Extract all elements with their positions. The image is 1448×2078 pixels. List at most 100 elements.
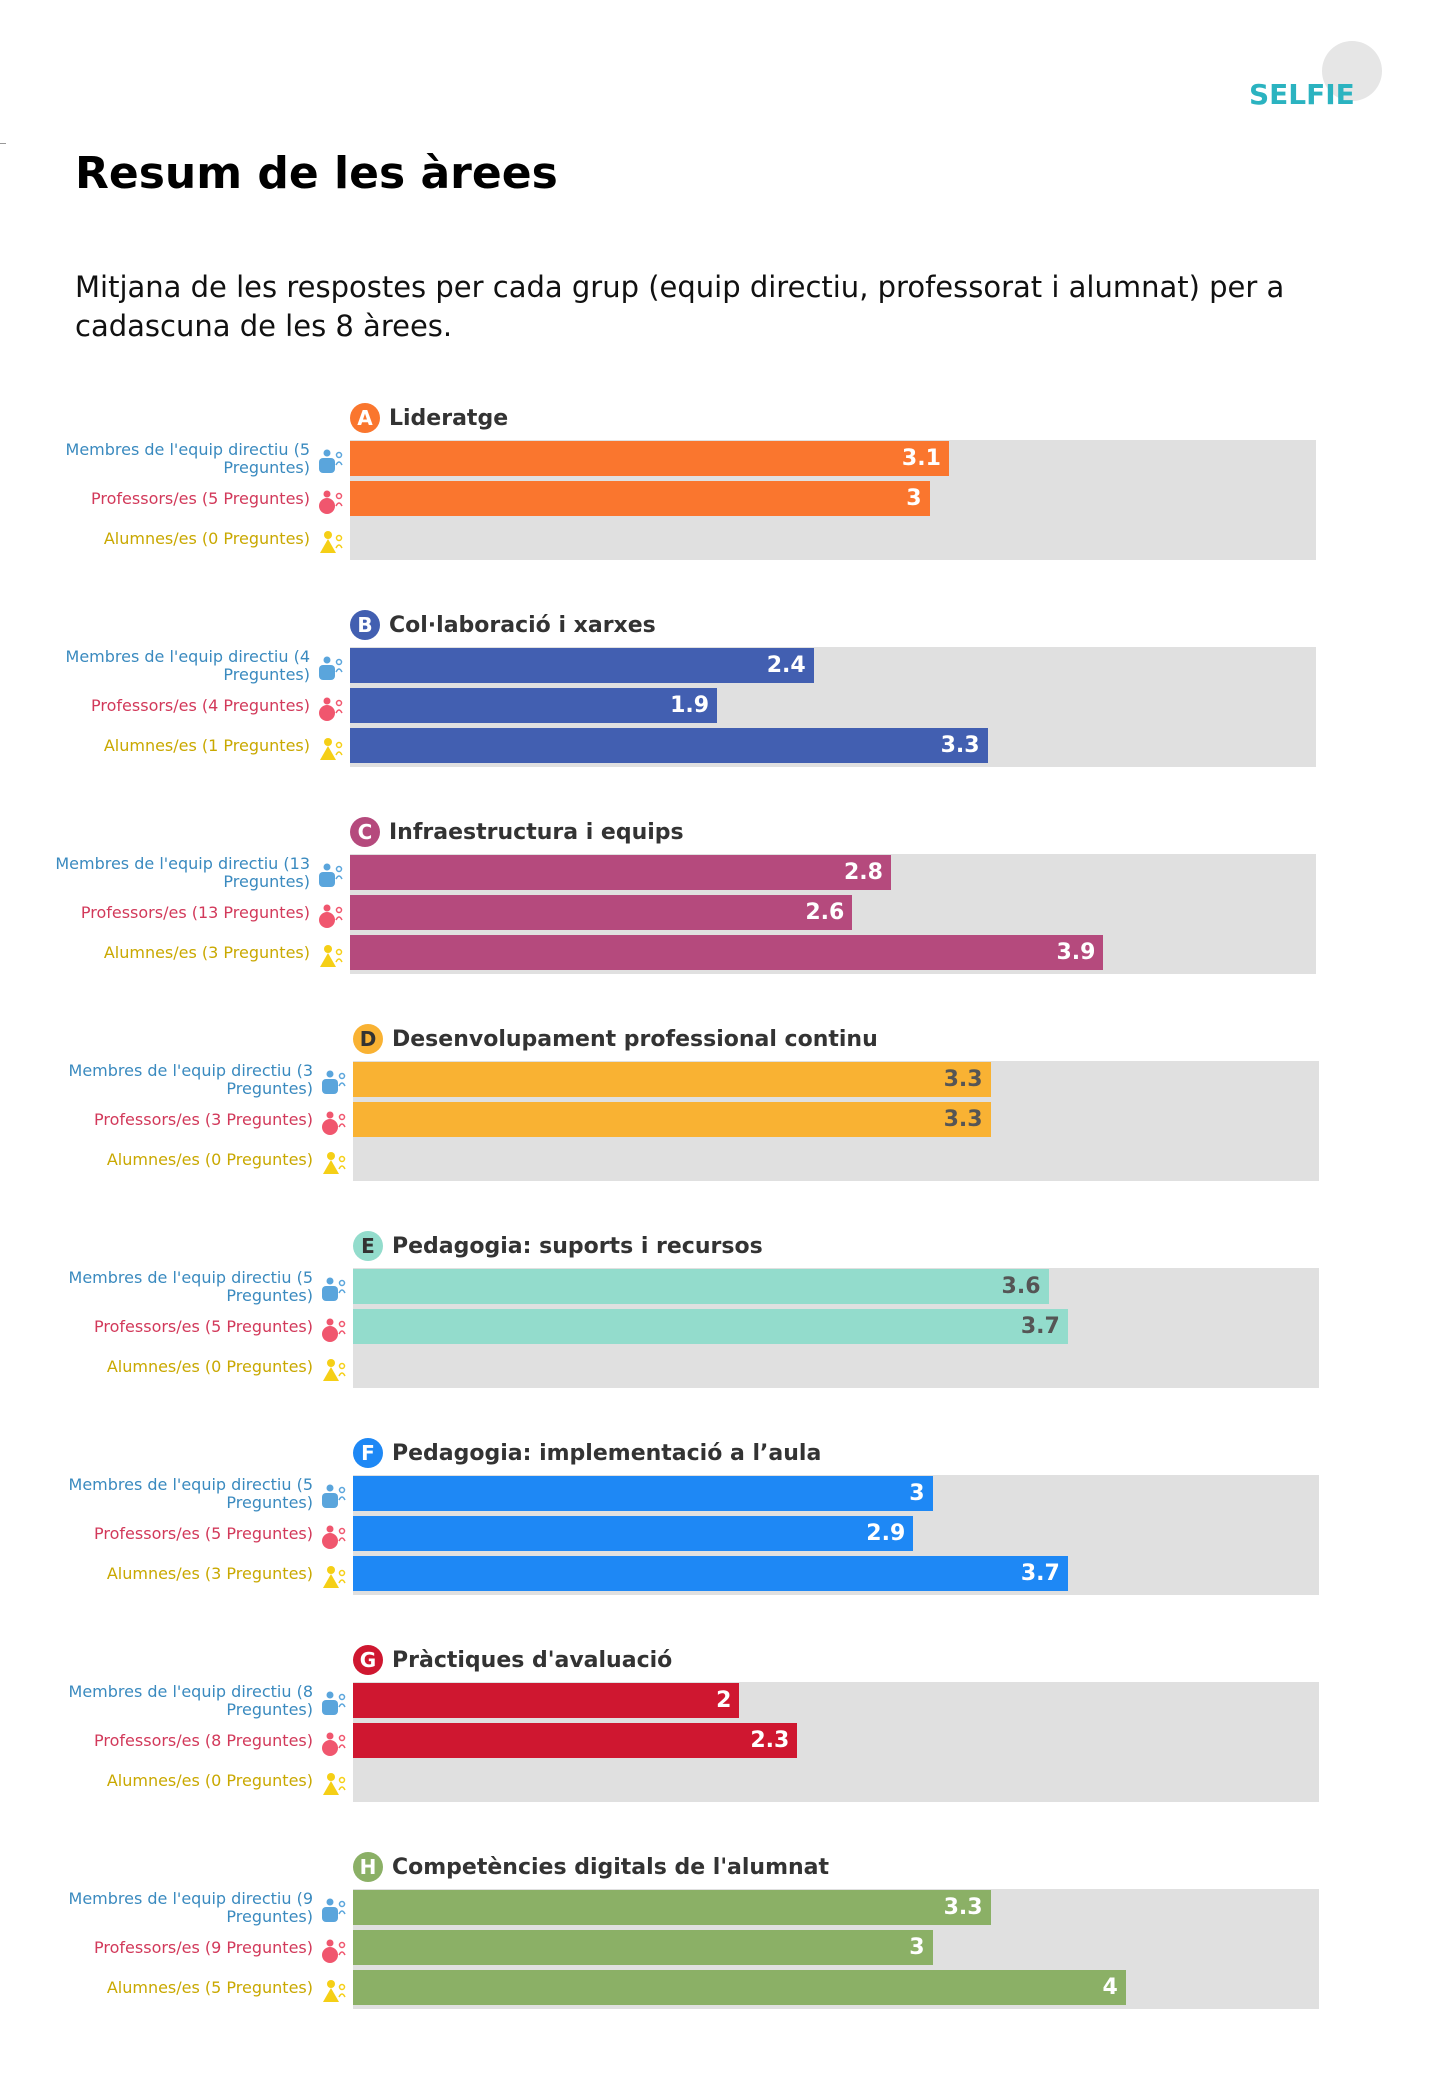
teachers-icon (316, 693, 346, 723)
area-section-c: C Infraestructura i equips Membres de l'eq… (0, 804, 1448, 1011)
group-label: Membres de l'equip directiu (4 Preguntes… (65, 647, 310, 684)
bar-value-label: 2.3 (750, 1728, 790, 1753)
area-title: Competències digitals de l'alumnat (392, 1854, 830, 1880)
page-subtitle: Mitjana de les respostes per cada grup (… (75, 270, 1285, 343)
area-section-h: H Competències digitals de l'alumnat Membr… (0, 1839, 1448, 2046)
bar-value-label: 2 (716, 1688, 732, 1713)
bar-b-alumnat: 3.3 (350, 728, 988, 763)
area-header: A Lideratge (350, 402, 508, 434)
bar-c-directiu: 2.8 (350, 855, 891, 890)
area-header: E Pedagogia: suports i recursos (353, 1230, 763, 1262)
bar-f-alumnat: 3.7 (353, 1556, 1068, 1591)
bar-value-label: 2.6 (805, 900, 845, 925)
area-title: Pedagogia: suports i recursos (392, 1233, 763, 1259)
bar-value-label: 3.3 (943, 1107, 983, 1132)
bar-e-professorat: 3.7 (353, 1309, 1068, 1344)
bar-value-label: 3.3 (943, 1067, 983, 1092)
area-section-e: E Pedagogia: suports i recursos Membres de… (0, 1218, 1448, 1425)
area-header: H Competències digitals de l'alumnat (353, 1851, 829, 1883)
teachers-icon (319, 1728, 349, 1758)
area-title: Col·laboració i xarxes (389, 612, 656, 638)
logo-circle (1322, 41, 1382, 101)
group-label: Membres de l'equip directiu (5 Preguntes… (68, 1268, 313, 1305)
page-title: Resum de les àrees (75, 148, 558, 199)
area-letter-badge: B (350, 610, 380, 640)
area-header: G Pràctiques d'avaluació (353, 1644, 672, 1676)
bar-f-professorat: 2.9 (353, 1516, 914, 1551)
area-title: Pedagogia: implementació a l’aula (392, 1440, 822, 1466)
area-title: Lideratge (389, 405, 509, 431)
page-edge-mark (0, 143, 6, 144)
bar-d-directiu: 3.3 (353, 1062, 991, 1097)
bar-value-label: 1.9 (670, 693, 710, 718)
teachers-icon (319, 1521, 349, 1551)
bar-b-professorat: 1.9 (350, 688, 718, 723)
school-leaders-icon (316, 860, 346, 890)
area-title: Pràctiques d'avaluació (392, 1647, 673, 1673)
area-header: D Desenvolupament professional continu (353, 1023, 878, 1055)
students-icon (319, 1768, 349, 1798)
area-section-a: A Lideratge Membres de l'equip directiu (5… (0, 390, 1448, 597)
bar-value-label: 2.4 (766, 653, 806, 678)
group-label: Membres de l'equip directiu (3 Preguntes… (68, 1061, 313, 1098)
bar-a-professorat: 3 (350, 481, 930, 516)
logo-text: SELFIE (1249, 78, 1355, 111)
group-label: Membres de l'equip directiu (5 Preguntes… (65, 440, 310, 477)
group-label: Professors/es (9 Preguntes) (94, 1938, 313, 1957)
group-label: Professors/es (13 Preguntes) (80, 903, 310, 922)
bar-h-directiu: 3.3 (353, 1890, 991, 1925)
teachers-icon (319, 1935, 349, 1965)
group-label: Alumnes/es (5 Preguntes) (106, 1978, 313, 1997)
bar-b-directiu: 2.4 (350, 648, 814, 683)
group-label: Professors/es (8 Preguntes) (94, 1731, 313, 1750)
group-label: Alumnes/es (0 Preguntes) (106, 1357, 313, 1376)
bar-c-alumnat: 3.9 (350, 935, 1104, 970)
group-label: Alumnes/es (0 Preguntes) (103, 529, 310, 548)
bar-value-label: 3 (906, 486, 922, 511)
bar-d-professorat: 3.3 (353, 1102, 991, 1137)
bar-value-label: 3.3 (943, 1895, 983, 1920)
bar-c-professorat: 2.6 (350, 895, 853, 930)
bar-g-directiu: 2 (353, 1683, 740, 1718)
students-icon (319, 1975, 349, 2005)
school-leaders-icon (316, 446, 346, 476)
group-label: Alumnes/es (3 Preguntes) (103, 943, 310, 962)
teachers-icon (316, 900, 346, 930)
bar-value-label: 3.9 (1056, 940, 1096, 965)
group-label: Alumnes/es (3 Preguntes) (106, 1564, 313, 1583)
group-label: Membres de l'equip directiu (13 Pregunte… (55, 854, 310, 891)
bar-h-alumnat: 4 (353, 1970, 1126, 2005)
group-label: Alumnes/es (1 Preguntes) (103, 736, 310, 755)
area-section-b: B Col·laboració i xarxes Membres de l'equi… (0, 597, 1448, 804)
bar-value-label: 3.1 (901, 446, 941, 471)
group-label: Professors/es (5 Preguntes) (94, 1317, 313, 1336)
students-icon (319, 1561, 349, 1591)
bar-f-directiu: 3 (353, 1476, 933, 1511)
school-leaders-icon (316, 653, 346, 683)
areas-summary-chart: A Lideratge Membres de l'equip directiu (5… (0, 390, 1448, 2046)
group-label: Professors/es (5 Preguntes) (94, 1524, 313, 1543)
bar-e-directiu: 3.6 (353, 1269, 1049, 1304)
bar-value-label: 3.3 (940, 733, 980, 758)
group-label: Membres de l'equip directiu (9 Preguntes… (68, 1889, 313, 1926)
area-letter-badge: C (350, 817, 380, 847)
school-leaders-icon (319, 1067, 349, 1097)
bar-value-label: 3.6 (1001, 1274, 1041, 1299)
school-leaders-icon (319, 1274, 349, 1304)
bar-h-professorat: 3 (353, 1930, 933, 1965)
area-letter-badge: F (353, 1438, 383, 1468)
teachers-icon (316, 486, 346, 516)
group-label: Professors/es (4 Preguntes) (91, 696, 310, 715)
students-icon (319, 1147, 349, 1177)
area-letter-badge: A (350, 403, 380, 433)
area-header: C Infraestructura i equips (350, 816, 684, 848)
teachers-icon (319, 1314, 349, 1344)
area-header: F Pedagogia: implementació a l’aula (353, 1437, 821, 1469)
area-letter-badge: D (353, 1024, 383, 1054)
students-icon (316, 940, 346, 970)
group-label: Professors/es (5 Preguntes) (91, 489, 310, 508)
group-label: Professors/es (3 Preguntes) (94, 1110, 313, 1129)
area-letter-badge: E (353, 1231, 383, 1261)
teachers-icon (319, 1107, 349, 1137)
school-leaders-icon (319, 1481, 349, 1511)
